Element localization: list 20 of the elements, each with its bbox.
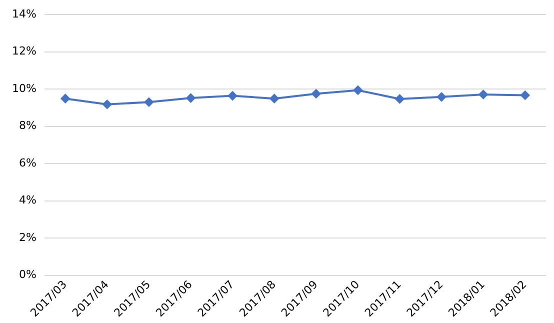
point: [60, 94, 70, 104]
point: [353, 86, 362, 95]
y-tick-label: 10%: [12, 82, 36, 95]
y-tick-label: 14%: [12, 7, 36, 20]
point: [102, 100, 112, 109]
y-tick-label: 0%: [18, 268, 36, 282]
point: [228, 91, 238, 100]
y-tick-label: 2%: [18, 230, 36, 244]
point: [270, 94, 279, 104]
point: [144, 98, 154, 107]
y-tick-label: 6%: [18, 156, 36, 170]
point: [478, 90, 488, 100]
point: [312, 89, 321, 98]
point: [520, 90, 530, 100]
y-tick-label: 8%: [18, 119, 36, 132]
point: [437, 92, 446, 102]
point: [395, 94, 404, 104]
y-tick-label: 12%: [12, 44, 36, 58]
point: [186, 94, 196, 103]
y-tick-label: 4%: [18, 194, 36, 207]
